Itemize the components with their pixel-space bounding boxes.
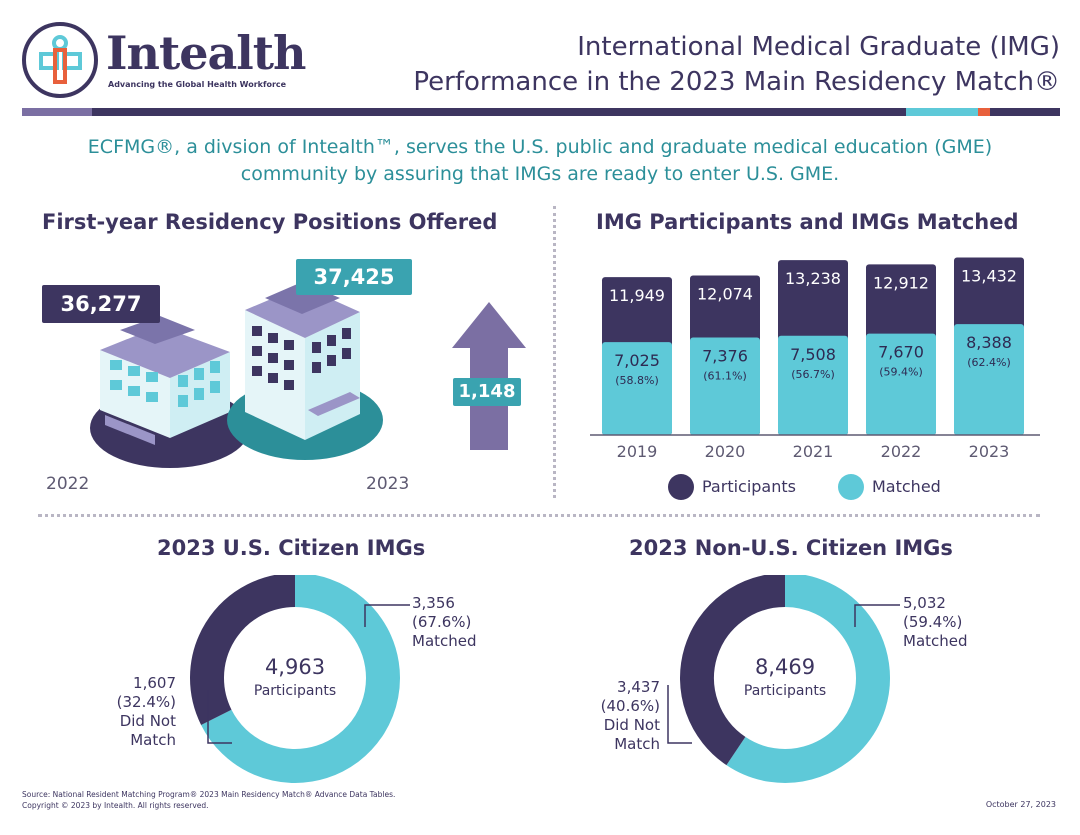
bar-matched-2020 <box>690 337 760 435</box>
nonus-matched-pct: (59.4%) <box>903 613 963 631</box>
leader-line-matched <box>364 604 410 627</box>
logo-wordmark: Intealth <box>106 26 306 80</box>
hospital-buildings-illustration <box>90 282 383 468</box>
horizontal-divider <box>38 514 1040 517</box>
legend-participants-label: Participants <box>702 477 796 496</box>
increase-arrow-icon <box>452 302 526 450</box>
legend-participants-swatch <box>668 474 694 500</box>
nonus-unmatched-value: 3,437 <box>617 678 660 696</box>
page-title-line1: International Medical Graduate (IMG) <box>577 32 1060 62</box>
leader-line-unmatched <box>667 685 692 744</box>
label-matched-pct-2019: (58.8%) <box>615 374 659 387</box>
positions-increase-card: 1,148 <box>453 378 521 406</box>
donut-total: 8,469 <box>755 655 815 679</box>
label-matched-2023: 8,388 <box>966 333 1012 352</box>
donut-total: 4,963 <box>265 655 325 679</box>
us-matched-pct: (67.6%) <box>412 613 472 631</box>
donut-center-label: Participants <box>744 683 826 699</box>
bar-segment-navy-end <box>990 108 1060 116</box>
logo-tagline: Advancing the Global Health Workforce <box>108 80 287 89</box>
x-tick-2023: 2023 <box>969 442 1010 461</box>
footer-copyright: Copyright © 2023 by Intealth. All rights… <box>22 801 209 810</box>
label-matched-2019: 7,025 <box>614 351 660 370</box>
page-title-line2: Performance in the 2023 Main Residency M… <box>413 67 1060 97</box>
positions-2022-card: 36,277 <box>42 285 160 323</box>
label-participants-2021: 13,238 <box>785 269 841 288</box>
bar-segment-navy <box>92 108 906 116</box>
positions-section-title: First-year Residency Positions Offered <box>42 210 498 234</box>
leader-line-matched <box>854 604 900 627</box>
nonus-matched-label: 5,032 (59.4%) Matched <box>903 594 968 651</box>
label-participants-2020: 12,074 <box>697 284 753 303</box>
bar-segment-orange <box>978 108 990 116</box>
us-matched-value: 3,356 <box>412 594 455 612</box>
x-tick-2020: 2020 <box>705 442 746 461</box>
leader-line-unmatched <box>207 690 232 744</box>
footer-notes: Source: National Resident Matching Progr… <box>22 789 395 811</box>
year-label-2022: 2022 <box>46 474 90 494</box>
nonus-matched-text: Matched <box>903 632 968 650</box>
bar-segment-purple <box>22 108 92 116</box>
label-matched-pct-2023: (62.4%) <box>967 356 1011 369</box>
bar-matched-2019 <box>602 342 672 435</box>
label-matched-pct-2021: (56.7%) <box>791 368 835 381</box>
legend-matched-swatch <box>838 474 864 500</box>
intealth-logo: Intealth ™ Advancing the Global Health W… <box>22 22 306 102</box>
intro-text: ECFMG®, a divsion of Intealth™, serves t… <box>0 134 1080 188</box>
label-matched-pct-2020: (61.1%) <box>703 370 747 383</box>
label-participants-2023: 13,432 <box>961 267 1017 286</box>
nonus-unmatched-text1: Did Not <box>603 716 660 734</box>
page-title: International Medical Graduate (IMG) Per… <box>413 30 1060 100</box>
logo-trademark: ™ <box>278 34 287 44</box>
donut-slice-matched <box>201 575 400 783</box>
us-unmatched-pct: (32.4%) <box>116 693 176 711</box>
bar-matched-2023 <box>954 324 1024 435</box>
nonus-unmatched-text2: Match <box>614 735 660 753</box>
label-participants-2022: 12,912 <box>873 273 929 292</box>
us-matched-text: Matched <box>412 632 477 650</box>
intro-line1: ECFMG®, a divsion of Intealth™, serves t… <box>87 136 993 158</box>
nonus-unmatched-label: 3,437 (40.6%) Did Not Match <box>594 678 660 754</box>
donut-slice-matched <box>726 575 890 783</box>
participants-chart-title: IMG Participants and IMGs Matched <box>596 210 1019 234</box>
label-matched-2020: 7,376 <box>702 347 748 366</box>
bar-matched-2021 <box>778 335 848 435</box>
label-matched-pct-2022: (59.4%) <box>879 366 923 379</box>
non-us-citizen-donut-title: 2023 Non-U.S. Citizen IMGs <box>629 536 953 560</box>
nonus-matched-value: 5,032 <box>903 594 946 612</box>
us-citizen-donut-chart: 4,963 Participants <box>190 575 410 783</box>
label-matched-2021: 7,508 <box>790 345 836 364</box>
footer-source: Source: National Resident Matching Progr… <box>22 790 396 799</box>
donut-center-label: Participants <box>254 683 336 699</box>
vertical-divider <box>553 206 556 498</box>
header-divider-bar <box>22 108 1060 116</box>
non-us-citizen-donut-chart: 8,469 Participants <box>667 575 900 783</box>
us-unmatched-label: 1,607 (32.4%) Did Not Match <box>108 674 176 750</box>
x-tick-2019: 2019 <box>617 442 658 461</box>
x-tick-2022: 2022 <box>881 442 922 461</box>
x-tick-2021: 2021 <box>793 442 834 461</box>
year-label-2023: 2023 <box>366 474 410 494</box>
participants-bar-chart: 11,949 7,025 (58.8%) 2019 12,074 7,376 (61.1%)… <box>590 257 1040 461</box>
label-participants-2019: 11,949 <box>609 286 665 305</box>
legend-matched-label: Matched <box>872 477 941 496</box>
bar-segment-teal <box>906 108 978 116</box>
intro-line2: community by assuring that IMGs are read… <box>240 163 840 185</box>
us-matched-label: 3,356 (67.6%) Matched <box>412 594 477 651</box>
logo-mark-icon <box>22 22 98 98</box>
label-matched-2022: 7,670 <box>878 343 924 362</box>
positions-2023-card: 37,425 <box>296 259 412 295</box>
us-unmatched-value: 1,607 <box>133 674 176 692</box>
footer-date: October 27, 2023 <box>985 800 1056 809</box>
nonus-unmatched-pct: (40.6%) <box>600 697 660 715</box>
donut-slice-did-not-match <box>680 575 786 766</box>
us-citizen-donut-title: 2023 U.S. Citizen IMGs <box>157 536 426 560</box>
us-unmatched-text2: Match <box>130 731 176 749</box>
us-unmatched-text1: Did Not <box>119 712 176 730</box>
bar-matched-2022 <box>866 333 936 435</box>
